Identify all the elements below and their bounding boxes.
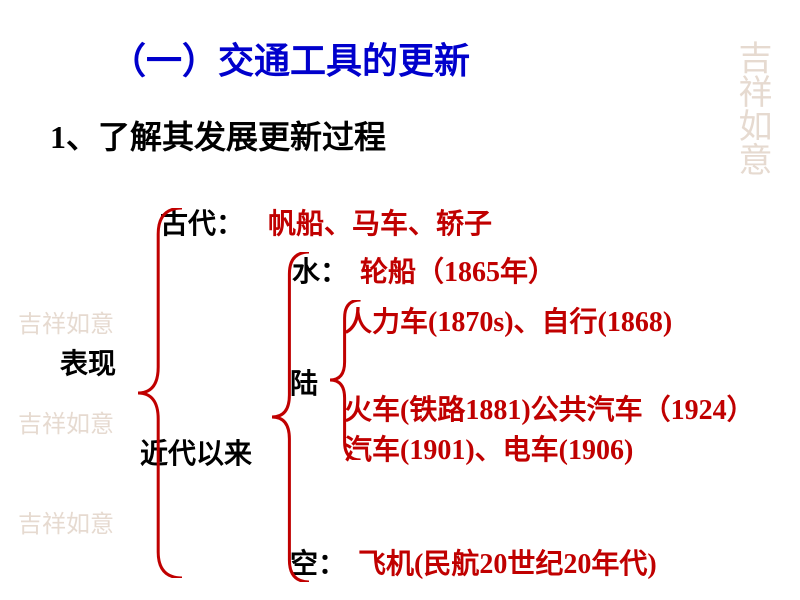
decorative-stamp-l3: 吉祥如意 (18, 512, 114, 538)
brace-main (138, 208, 182, 578)
decorative-stamp-l2: 吉祥如意 (18, 412, 114, 438)
label-biaoxian: 表现 (60, 342, 116, 382)
subtitle: 1、了解其发展更新过程 (50, 112, 800, 158)
decorative-stamp-tr: 吉祥如意 (733, 40, 770, 176)
content-gudai: 帆船、马车、轿子 (268, 202, 492, 242)
brace-jindai (272, 252, 309, 582)
content-lu1: 人力车(1870s)、自行(1868) (344, 300, 672, 340)
brace-lu (330, 300, 361, 460)
content-kong: 飞机(民航20世纪20年代) (358, 542, 657, 582)
content-lu2: 火车(铁路1881)公共汽车（1924） (344, 388, 755, 428)
decorative-stamp-l1: 吉祥如意 (18, 312, 114, 338)
content-shui: 轮船（1865年） (360, 250, 556, 290)
main-title: （一）交通工具的更新 (110, 32, 800, 84)
content-lu3: 汽车(1901)、电车(1906) (344, 428, 633, 468)
